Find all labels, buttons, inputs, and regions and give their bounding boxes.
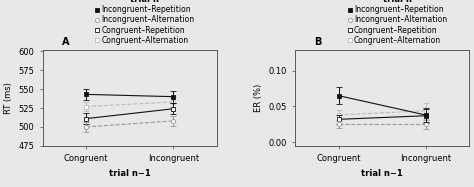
X-axis label: trial n−1: trial n−1 <box>361 169 403 178</box>
Y-axis label: ER (%): ER (%) <box>254 84 263 112</box>
Y-axis label: RT (ms): RT (ms) <box>4 82 13 114</box>
Legend: Incongruent–Repetition, Incongruent–Alternation, Congruent–Repetition, Congruent: Incongruent–Repetition, Incongruent–Alte… <box>95 0 194 45</box>
X-axis label: trial n−1: trial n−1 <box>109 169 151 178</box>
Text: A: A <box>62 37 69 47</box>
Legend: Incongruent–Repetition, Incongruent–Alternation, Congruent–Repetition, Congruent: Incongruent–Repetition, Incongruent–Alte… <box>348 0 447 45</box>
Text: B: B <box>314 37 321 47</box>
